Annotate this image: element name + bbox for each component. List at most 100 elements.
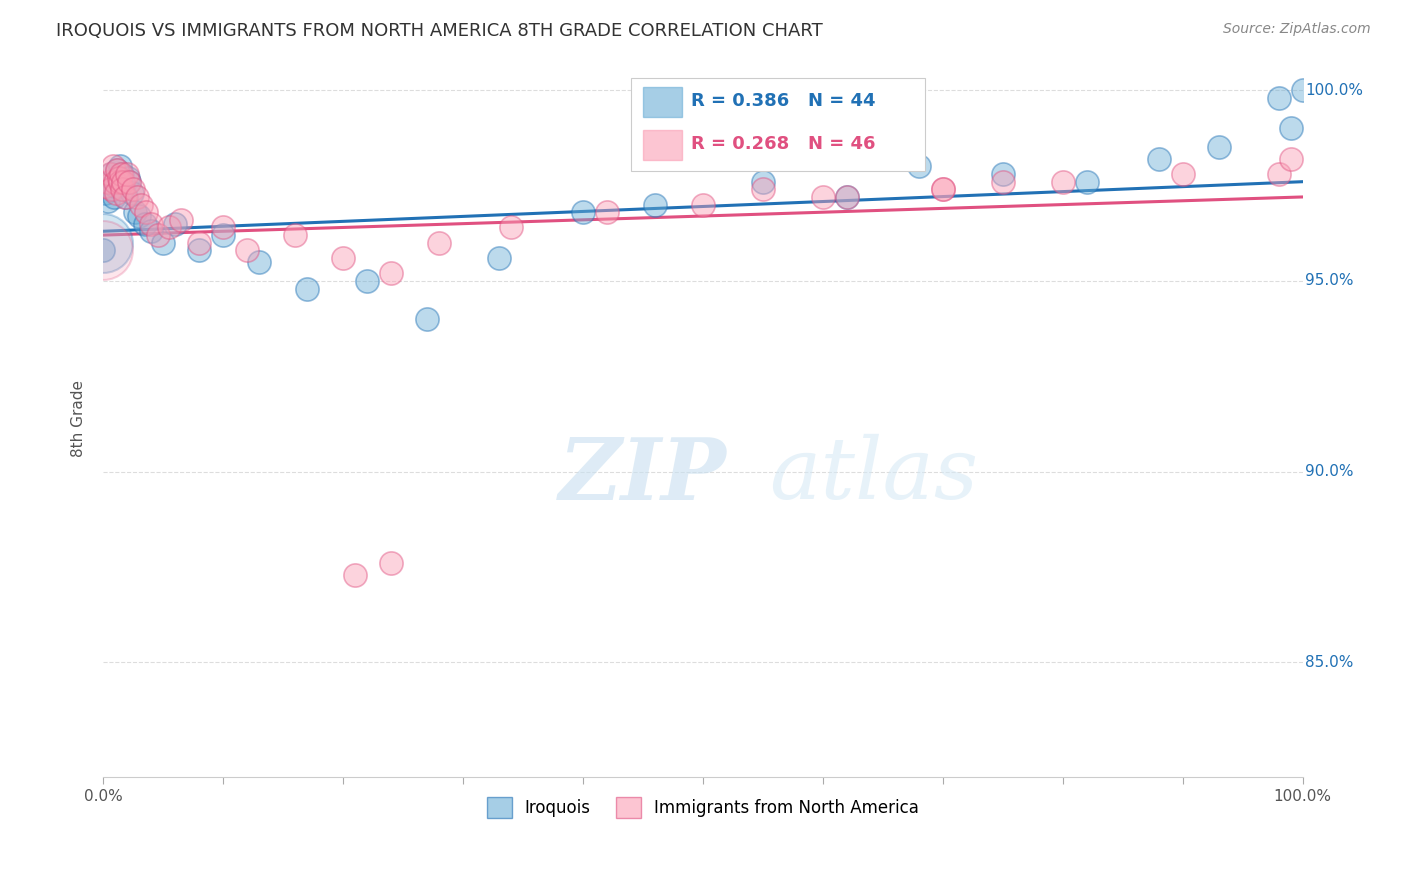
- Point: [991, 167, 1014, 181]
- Point: [118, 175, 141, 189]
- Point: [1171, 167, 1194, 181]
- Point: [105, 163, 128, 178]
- Point: [332, 251, 354, 265]
- Point: [110, 167, 132, 181]
- Legend: Iroquois, Immigrants from North America: Iroquois, Immigrants from North America: [478, 789, 928, 826]
- Point: [236, 244, 259, 258]
- Point: [1267, 167, 1289, 181]
- Point: [835, 190, 858, 204]
- Point: [380, 556, 402, 570]
- Text: R = 0.268   N = 46: R = 0.268 N = 46: [690, 136, 876, 153]
- Point: [752, 175, 775, 189]
- Point: [117, 170, 139, 185]
- Point: [111, 167, 134, 181]
- Y-axis label: 8th Grade: 8th Grade: [72, 380, 86, 457]
- Point: [991, 175, 1014, 189]
- Point: [1147, 152, 1170, 166]
- Point: [835, 190, 858, 204]
- Point: [212, 228, 235, 243]
- Point: [488, 251, 510, 265]
- Point: [103, 190, 125, 204]
- Text: 95.0%: 95.0%: [1305, 273, 1354, 288]
- Point: [752, 182, 775, 196]
- Point: [135, 205, 157, 219]
- Point: [146, 228, 169, 243]
- Point: [596, 205, 619, 219]
- Point: [356, 274, 378, 288]
- FancyBboxPatch shape: [631, 78, 925, 170]
- Point: [932, 182, 955, 196]
- Point: [284, 228, 307, 243]
- Point: [125, 190, 148, 204]
- Point: [98, 167, 121, 181]
- Point: [97, 175, 120, 189]
- Point: [100, 182, 122, 196]
- Point: [101, 182, 124, 196]
- Text: R = 0.386   N = 44: R = 0.386 N = 44: [690, 92, 876, 111]
- Point: [124, 205, 146, 219]
- Point: [644, 197, 666, 211]
- Point: [107, 170, 129, 185]
- Point: [187, 235, 209, 250]
- Point: [1076, 175, 1098, 189]
- Point: [907, 160, 929, 174]
- Point: [572, 205, 595, 219]
- Point: [427, 235, 450, 250]
- FancyBboxPatch shape: [643, 130, 682, 160]
- Point: [129, 197, 152, 211]
- Point: [247, 255, 270, 269]
- Point: [111, 182, 134, 196]
- Point: [112, 182, 135, 196]
- Text: atlas: atlas: [769, 434, 979, 517]
- Text: ZIP: ZIP: [558, 434, 727, 517]
- Point: [157, 220, 180, 235]
- Point: [1292, 83, 1315, 97]
- Point: [139, 217, 162, 231]
- Point: [101, 160, 124, 174]
- Point: [112, 175, 135, 189]
- Point: [1208, 140, 1230, 154]
- Point: [115, 167, 138, 181]
- Point: [97, 194, 120, 208]
- Point: [108, 160, 131, 174]
- Text: 100.0%: 100.0%: [1305, 83, 1362, 97]
- Point: [416, 312, 439, 326]
- Point: [692, 197, 714, 211]
- Point: [104, 175, 127, 189]
- Text: Source: ZipAtlas.com: Source: ZipAtlas.com: [1223, 22, 1371, 37]
- Point: [108, 175, 131, 189]
- Point: [100, 167, 122, 181]
- Point: [811, 190, 834, 204]
- Point: [1052, 175, 1074, 189]
- Point: [380, 266, 402, 280]
- Point: [212, 220, 235, 235]
- Point: [134, 217, 156, 231]
- Point: [1279, 121, 1302, 136]
- Point: [91, 244, 114, 258]
- Point: [94, 186, 117, 201]
- Point: [94, 178, 117, 193]
- Point: [152, 235, 174, 250]
- Point: [107, 170, 129, 185]
- Point: [104, 178, 127, 193]
- Point: [343, 567, 366, 582]
- Point: [499, 220, 522, 235]
- Point: [105, 186, 128, 201]
- Text: 85.0%: 85.0%: [1305, 655, 1354, 670]
- Point: [170, 212, 193, 227]
- Point: [105, 163, 128, 178]
- Point: [91, 244, 114, 258]
- Point: [139, 224, 162, 238]
- FancyBboxPatch shape: [643, 87, 682, 117]
- Point: [118, 175, 141, 189]
- Point: [1279, 152, 1302, 166]
- Point: [122, 182, 145, 196]
- Point: [1267, 91, 1289, 105]
- Point: [163, 217, 186, 231]
- Point: [114, 190, 136, 204]
- Point: [91, 235, 114, 250]
- Point: [121, 186, 143, 201]
- Point: [98, 175, 121, 189]
- Point: [105, 175, 128, 189]
- Text: IROQUOIS VS IMMIGRANTS FROM NORTH AMERICA 8TH GRADE CORRELATION CHART: IROQUOIS VS IMMIGRANTS FROM NORTH AMERIC…: [56, 22, 823, 40]
